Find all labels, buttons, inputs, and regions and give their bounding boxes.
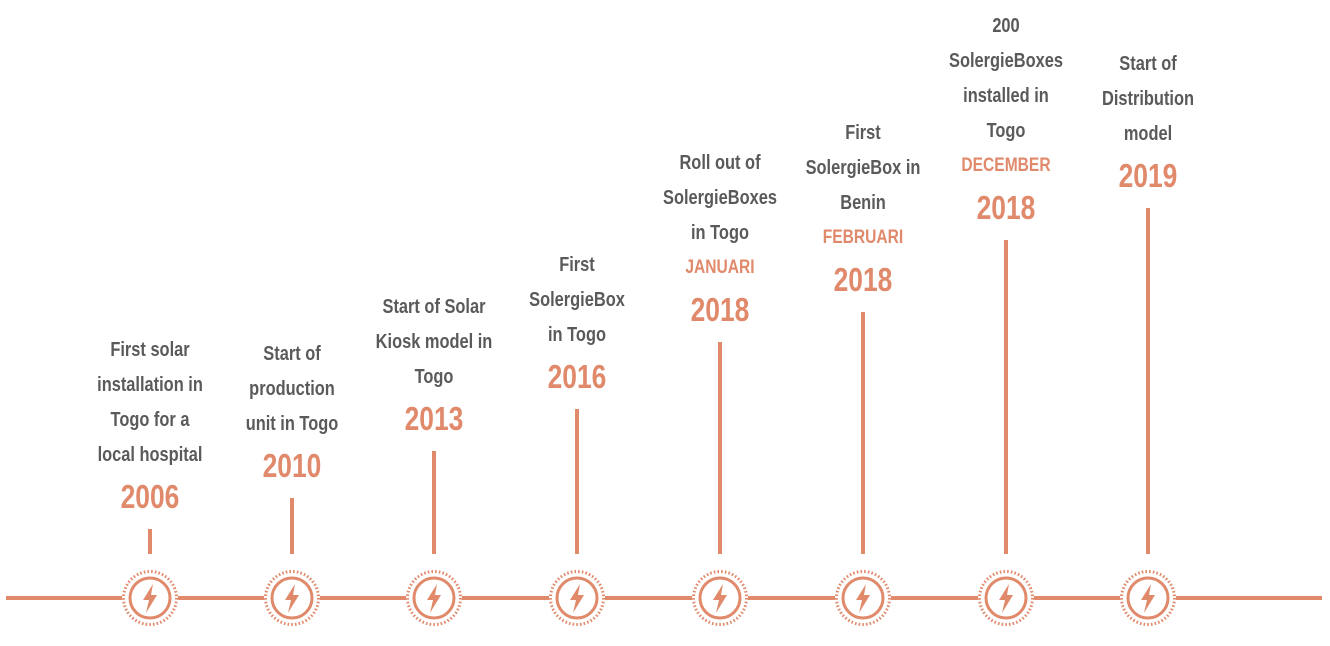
lightning-bolt-icon (692, 570, 748, 626)
milestone-month: JANUARI (685, 257, 755, 278)
milestone-description-line: production (249, 378, 335, 400)
milestone-node (263, 569, 321, 627)
milestone-description-line: Start of (263, 343, 321, 365)
milestone-description-line: SolergieBoxes (663, 187, 777, 209)
milestone-description-line: in Togo (691, 222, 749, 244)
milestone-description-line: SolergieBox (529, 289, 625, 311)
milestone-description-line: Togo (986, 120, 1026, 142)
milestone-description-line: Start of Solar (382, 296, 486, 318)
milestone-2: Start of production unit in Togo 2010 (212, 0, 372, 646)
milestone-3: Start of Solar Kiosk model in Togo 2013 (354, 0, 514, 646)
milestone-description-line: Togo for a (110, 409, 190, 431)
milestone-description-line: in Togo (548, 324, 606, 346)
milestone-node (977, 569, 1035, 627)
milestone-stem (432, 451, 436, 554)
milestone-year: 2018 (690, 291, 750, 328)
milestone-description-line: Start of (1119, 53, 1177, 75)
lightning-bolt-icon (122, 570, 178, 626)
milestone-year: 2016 (547, 358, 607, 395)
milestone-description-line: Togo (414, 366, 454, 388)
milestone-node (405, 569, 463, 627)
milestone-8: Start of Distribution model 2019 (1068, 0, 1228, 646)
milestone-description-line: First (559, 254, 595, 276)
milestone-description-line: local hospital (97, 444, 203, 466)
milestone-year: 2010 (262, 447, 322, 484)
lightning-bolt-icon (835, 570, 891, 626)
milestone-description-line: installation in (97, 374, 203, 396)
milestone-description-line: model (1123, 123, 1173, 145)
milestone-stem (575, 409, 579, 554)
milestone-node (834, 569, 892, 627)
milestone-year: 2019 (1118, 157, 1178, 194)
milestone-description-line: Distribution (1101, 88, 1195, 110)
milestone-node (691, 569, 749, 627)
milestone-stem (290, 498, 294, 554)
milestone-stem (1146, 208, 1150, 554)
milestone-description-line: installed in (963, 85, 1049, 107)
milestone-year: 2006 (120, 478, 180, 515)
milestone-year: 2013 (404, 400, 464, 437)
milestone-month: FEBRUARI (822, 227, 904, 248)
milestone-node (548, 569, 606, 627)
milestone-year: 2018 (976, 189, 1036, 226)
milestone-description-line: Benin (840, 192, 886, 214)
lightning-bolt-icon (978, 570, 1034, 626)
milestone-6: First SolergieBox in Benin FEBRUARI 2018 (783, 0, 943, 646)
milestone-description-line: First solar (110, 339, 190, 361)
milestone-stem (861, 312, 865, 554)
milestone-4: First SolergieBox in Togo 2016 (497, 0, 657, 646)
lightning-bolt-icon (264, 570, 320, 626)
milestone-7: 200 SolergieBoxes installed in Togo DECEMBER… (926, 0, 1086, 646)
milestone-1: First solar installation in Togo for a loca… (70, 0, 230, 646)
milestone-description-line: SolergieBoxes (949, 50, 1063, 72)
milestone-stem (718, 342, 722, 554)
milestone-description-line: First (845, 122, 881, 144)
milestone-description-line: SolergieBox in (805, 157, 921, 179)
lightning-bolt-icon (549, 570, 605, 626)
milestone-5: Roll out of SolergieBoxes in Togo JANUARI 20… (640, 0, 800, 646)
milestone-description-line: 200 (992, 15, 1020, 37)
milestone-description-line: unit in Togo (245, 413, 339, 435)
lightning-bolt-icon (1120, 570, 1176, 626)
milestone-year: 2018 (833, 261, 893, 298)
milestone-stem (148, 529, 152, 554)
milestone-month: DECEMBER (961, 155, 1051, 176)
milestone-description-line: Kiosk model in (375, 331, 493, 353)
milestone-stem (1004, 240, 1008, 554)
lightning-bolt-icon (406, 570, 462, 626)
milestone-node (121, 569, 179, 627)
milestone-description-line: Roll out of (679, 152, 761, 174)
milestone-node (1119, 569, 1177, 627)
